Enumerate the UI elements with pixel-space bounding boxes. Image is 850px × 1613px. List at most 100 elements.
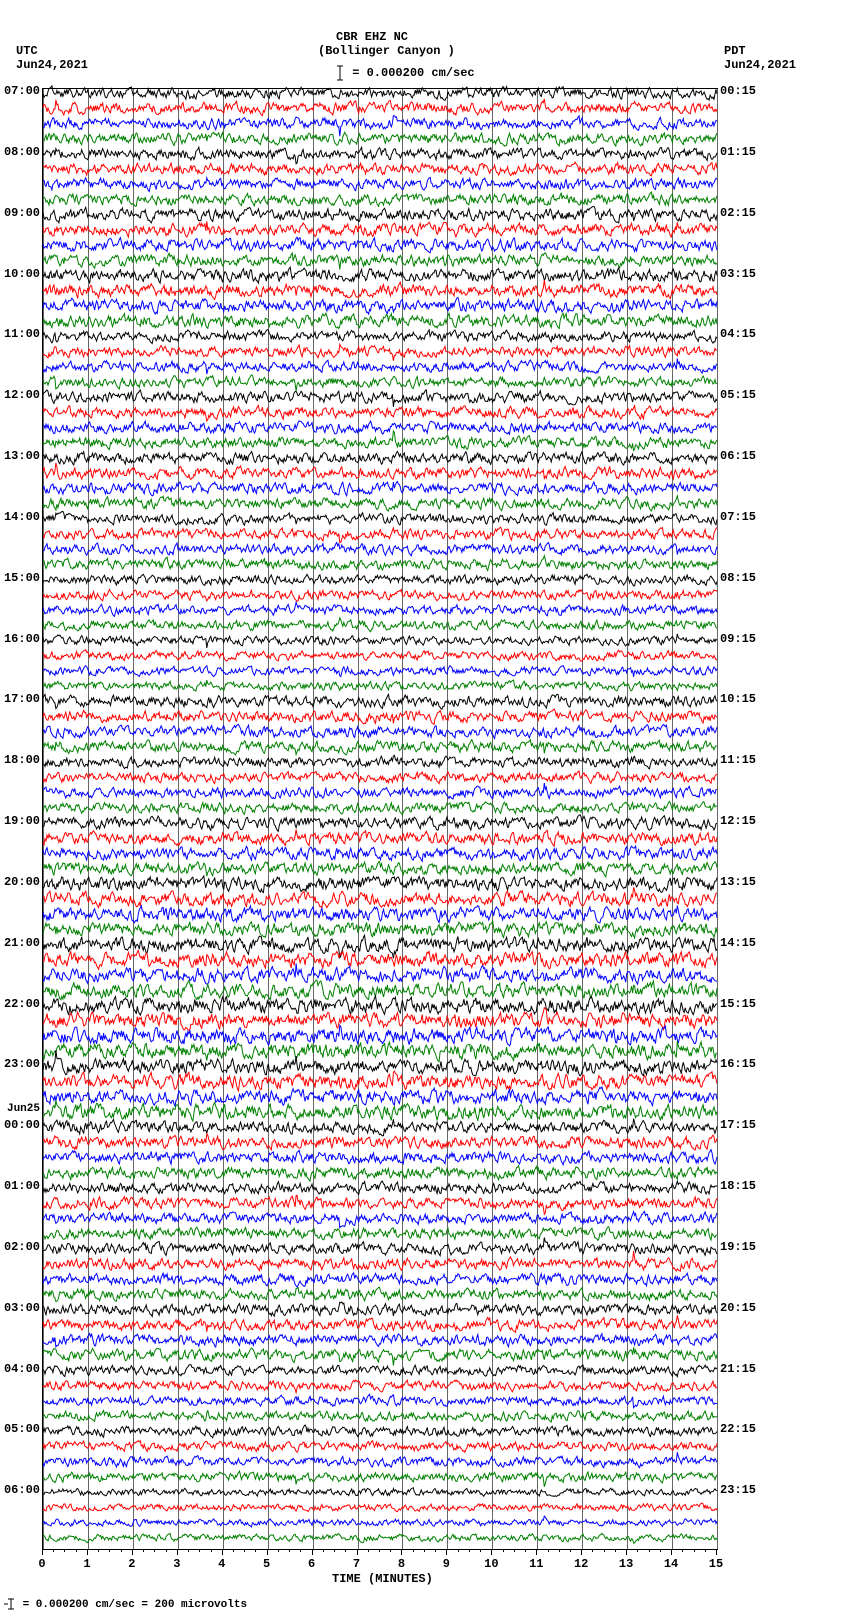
axis-tick-minor <box>424 1549 425 1552</box>
axis-tick-label: 14 <box>664 1557 678 1571</box>
utc-date: Jun24,2021 <box>16 58 88 72</box>
right-time-label: 01:15 <box>720 145 756 159</box>
axis-tick-minor <box>188 1549 189 1552</box>
right-time-label: 00:15 <box>720 84 756 98</box>
left-time-label: 22:00 <box>0 997 40 1011</box>
axis-tick-label: 10 <box>484 1557 498 1571</box>
right-time-label: 19:15 <box>720 1240 756 1254</box>
axis-tick-label: 12 <box>574 1557 588 1571</box>
axis-tick-major <box>42 1549 43 1555</box>
axis-tick-minor <box>300 1549 301 1552</box>
right-time-label: 13:15 <box>720 875 756 889</box>
axis-tick-minor <box>345 1549 346 1552</box>
axis-tick-minor <box>334 1549 335 1552</box>
axis-tick-major <box>491 1549 492 1555</box>
axis-tick-minor <box>705 1549 706 1552</box>
station-name: (Bollinger Canyon ) <box>318 44 455 58</box>
grid-line <box>717 89 718 1549</box>
axis-tick-minor <box>98 1549 99 1552</box>
axis-tick-minor <box>368 1549 369 1552</box>
plot-area <box>42 88 718 1550</box>
axis-tick-minor <box>109 1549 110 1552</box>
axis-tick-label: 15 <box>709 1557 723 1571</box>
left-time-label: 03:00 <box>0 1301 40 1315</box>
axis-tick-label: 13 <box>619 1557 633 1571</box>
left-time-label: 00:00 <box>0 1118 40 1132</box>
left-time-label: 10:00 <box>0 267 40 281</box>
axis-tick-minor <box>694 1549 695 1552</box>
right-time-label: 08:15 <box>720 571 756 585</box>
axis-tick-minor <box>121 1549 122 1552</box>
axis-tick-minor <box>64 1549 65 1552</box>
axis-tick-major <box>267 1549 268 1555</box>
right-time-label: 16:15 <box>720 1057 756 1071</box>
axis-tick-minor <box>289 1549 290 1552</box>
axis-tick-label: 0 <box>38 1557 45 1571</box>
left-time-label: 01:00 <box>0 1179 40 1193</box>
axis-tick-minor <box>379 1549 380 1552</box>
right-time-label: 23:15 <box>720 1483 756 1497</box>
right-time-label: 14:15 <box>720 936 756 950</box>
footer-scale: = 0.000200 cm/sec = 200 microvolts <box>2 1598 247 1611</box>
right-time-label: 20:15 <box>720 1301 756 1315</box>
right-time-label: 09:15 <box>720 632 756 646</box>
left-time-label: 18:00 <box>0 753 40 767</box>
axis-tick-label: 9 <box>443 1557 450 1571</box>
axis-tick-label: 5 <box>263 1557 270 1571</box>
right-time-label: 12:15 <box>720 814 756 828</box>
right-time-label: 10:15 <box>720 692 756 706</box>
right-time-label: 04:15 <box>720 327 756 341</box>
axis-tick-minor <box>255 1549 256 1552</box>
right-time-label: 05:15 <box>720 388 756 402</box>
axis-tick-major <box>626 1549 627 1555</box>
left-time-label: 06:00 <box>0 1483 40 1497</box>
left-time-label: 21:00 <box>0 936 40 950</box>
right-time-label: 18:15 <box>720 1179 756 1193</box>
axis-tick-minor <box>323 1549 324 1552</box>
left-time-label: 20:00 <box>0 875 40 889</box>
footer-scale-text: = 0.000200 cm/sec = 200 microvolts <box>23 1599 247 1611</box>
axis-tick-label: 8 <box>398 1557 405 1571</box>
right-time-label: 22:15 <box>720 1422 756 1436</box>
axis-tick-minor <box>480 1549 481 1552</box>
axis-tick-minor <box>166 1549 167 1552</box>
axis-tick-minor <box>682 1549 683 1552</box>
axis-tick-minor <box>592 1549 593 1552</box>
axis-tick-major <box>671 1549 672 1555</box>
axis-tick-major <box>581 1549 582 1555</box>
axis-tick-minor <box>143 1549 144 1552</box>
right-time-label: 11:15 <box>720 753 756 767</box>
right-time-label: 02:15 <box>720 206 756 220</box>
right-time-label: 06:15 <box>720 449 756 463</box>
axis-tick-minor <box>435 1549 436 1552</box>
axis-tick-minor <box>660 1549 661 1552</box>
left-time-label: 02:00 <box>0 1240 40 1254</box>
left-time-label: 13:00 <box>0 449 40 463</box>
left-time-label: 07:00 <box>0 84 40 98</box>
axis-tick-label: 7 <box>353 1557 360 1571</box>
left-time-label: 08:00 <box>0 145 40 159</box>
axis-tick-minor <box>413 1549 414 1552</box>
axis-tick-minor <box>154 1549 155 1552</box>
utc-label: UTC <box>16 44 38 58</box>
x-axis-label: TIME (MINUTES) <box>332 1572 433 1586</box>
axis-tick-minor <box>649 1549 650 1552</box>
axis-tick-minor <box>233 1549 234 1552</box>
axis-tick-major <box>716 1549 717 1555</box>
axis-tick-minor <box>278 1549 279 1552</box>
axis-tick-minor <box>570 1549 571 1552</box>
scale-bar: = 0.000200 cm/sec <box>335 64 475 82</box>
axis-tick-minor <box>637 1549 638 1552</box>
axis-tick-minor <box>469 1549 470 1552</box>
axis-tick-minor <box>525 1549 526 1552</box>
right-time-label: 17:15 <box>720 1118 756 1132</box>
left-time-label: Jun25 <box>0 1103 40 1115</box>
axis-tick-minor <box>514 1549 515 1552</box>
axis-tick-minor <box>559 1549 560 1552</box>
axis-tick-label: 11 <box>529 1557 543 1571</box>
right-time-label: 07:15 <box>720 510 756 524</box>
pdt-label: PDT <box>724 44 746 58</box>
axis-tick-major <box>132 1549 133 1555</box>
axis-tick-major <box>446 1549 447 1555</box>
left-time-label: 23:00 <box>0 1057 40 1071</box>
